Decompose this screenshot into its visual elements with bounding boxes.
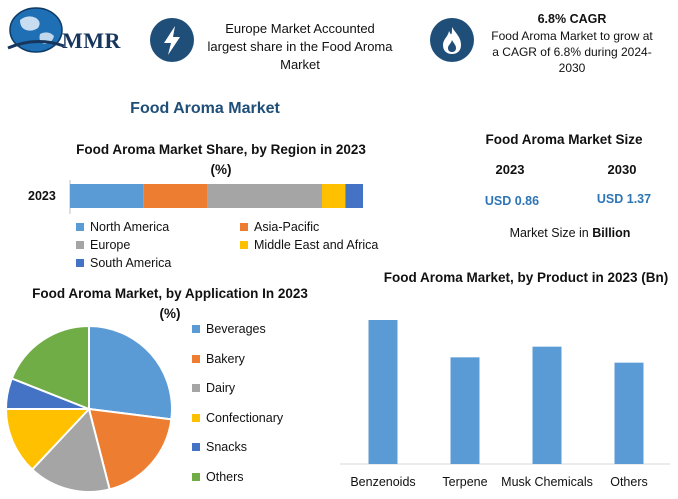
pie-legend-bakery: Bakery (192, 352, 245, 366)
pie-slice-bakery (87, 407, 173, 491)
legend-label-middle-east-africa: Middle East and Africa (254, 238, 379, 252)
application-chart-title: Food Aroma Market, by Application In 202… (32, 286, 308, 321)
region-segment-europe (207, 184, 322, 208)
pie-legend-label: Dairy (206, 381, 236, 395)
product-chart-title: Food Aroma Market, by Product in 2023 (B… (383, 270, 669, 285)
globe-icon (7, 7, 65, 53)
pie-slice-confectionary (4, 408, 92, 471)
pie-legend-swatch (192, 325, 200, 333)
region-segment-middle-east-and-africa (321, 184, 346, 208)
legend-swatch-europe (76, 241, 84, 249)
cagr-title: 6.8% CAGR (537, 12, 607, 26)
pie-slice-dairy (30, 406, 111, 493)
highlight-text-1: Europe Market Accounted largest share in… (207, 21, 393, 72)
region-segment-north-america (70, 184, 144, 208)
market-size-value-2030: USD 1.37 (596, 192, 652, 206)
flame-icon (443, 27, 461, 54)
legend-europe: Europe (76, 238, 130, 252)
market-size-note-unit: Billion (592, 226, 631, 240)
legend-label-south-america: South America (90, 256, 172, 270)
legend-asia-pacific: Asia-Pacific (240, 220, 319, 234)
pie-legend-others: Others (192, 470, 244, 484)
pie-legend-swatch (192, 384, 200, 392)
logo-text: MMR (62, 28, 121, 53)
legend-swatch-asia-pacific (240, 223, 248, 231)
region-stacked-bar-chart: 2023 (28, 180, 363, 214)
pie-legend-label: Snacks (206, 440, 247, 454)
legend-swatch-middle-east-africa (240, 241, 248, 249)
application-pie-chart (4, 324, 173, 493)
region-segment-asia-pacific (143, 184, 208, 208)
market-size-value-2023: USD 0.86 (484, 194, 540, 208)
pie-legend-swatch (192, 413, 200, 422)
legend-swatch-south-america (76, 259, 84, 267)
legend-swatch-north-america (76, 223, 84, 231)
pie-slice-others (10, 324, 90, 411)
product-bar-musk-chemicals (532, 346, 562, 464)
pie-legend-confectionary: Confectionary (192, 411, 283, 425)
product-bar-terpene (450, 357, 480, 464)
application-legend: Beverages Bakery Dairy Confectionary Snacks O… (192, 322, 312, 492)
market-size-year-2023: 2023 (495, 162, 525, 177)
pie-legend-label: Beverages (206, 322, 266, 336)
pie-legend-beverages: Beverages (192, 322, 266, 336)
main-title: Food Aroma Market (130, 100, 280, 117)
legend-north-america: North America (76, 220, 169, 234)
market-size-title: Food Aroma Market Size (485, 132, 643, 147)
pie-legend-swatch (192, 443, 200, 451)
product-bar-chart: Benzenoids Terpene Musk Chemicals Others (340, 320, 670, 489)
market-size-year-2030: 2030 (607, 162, 637, 177)
pie-legend-label: Others (206, 469, 244, 484)
legend-south-america: South America (76, 256, 171, 270)
product-tick-label: Musk Chemicals (501, 475, 593, 489)
lightning-icon (164, 26, 180, 55)
product-bar-benzenoids (368, 320, 398, 464)
highlight-badge-1 (150, 18, 194, 62)
pie-legend-label: Bakery (206, 351, 245, 366)
cagr-text: Food Aroma Market to grow at a CAGR of 6… (491, 29, 653, 75)
pie-legend-dairy: Dairy (192, 381, 235, 395)
pie-legend-swatch (192, 472, 200, 481)
legend-label-north-america: North America (90, 220, 170, 234)
pie-legend-swatch (192, 354, 200, 363)
product-tick-label: Benzenoids (350, 475, 415, 489)
pie-legend-snacks: Snacks (192, 440, 247, 454)
product-bar-others (614, 362, 644, 464)
pie-slice-beverages (88, 324, 173, 421)
legend-label-asia-pacific: Asia-Pacific (254, 220, 320, 234)
region-category-label: 2023 (28, 189, 56, 203)
product-tick-label: Terpene (442, 475, 487, 489)
product-tick-label: Others (610, 475, 648, 489)
legend-middle-east-africa: Middle East and Africa (240, 238, 378, 252)
pie-legend-label: Confectionary (206, 410, 284, 425)
region-chart-title: Food Aroma Market Share, by Region in 20… (76, 142, 366, 177)
market-size-note-prefix: Market Size in (509, 226, 593, 240)
highlight-badge-2 (430, 18, 474, 62)
region-segment-south-america (345, 184, 363, 208)
market-size-note: Market Size in Billion (480, 226, 660, 240)
mmr-logo: MMR (6, 4, 134, 60)
legend-label-europe: Europe (90, 238, 131, 252)
